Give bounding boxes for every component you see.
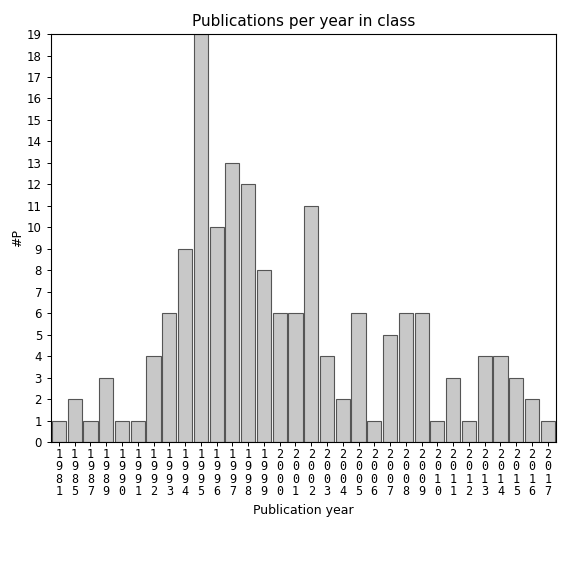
Bar [52, 421, 66, 442]
Bar [99, 378, 113, 442]
Bar [304, 206, 318, 442]
Bar [399, 314, 413, 442]
Bar [352, 314, 366, 442]
Bar [273, 314, 287, 442]
Bar [225, 163, 239, 442]
Bar [430, 421, 445, 442]
X-axis label: Publication year: Publication year [253, 504, 354, 517]
Bar [320, 356, 334, 442]
Bar [414, 314, 429, 442]
Y-axis label: #P: #P [11, 229, 24, 247]
Bar [194, 34, 208, 442]
Bar [541, 421, 555, 442]
Bar [477, 356, 492, 442]
Bar [383, 335, 397, 442]
Bar [130, 421, 145, 442]
Bar [115, 421, 129, 442]
Bar [210, 227, 224, 442]
Bar [509, 378, 523, 442]
Bar [493, 356, 507, 442]
Bar [367, 421, 382, 442]
Bar [446, 378, 460, 442]
Bar [241, 184, 255, 442]
Bar [67, 399, 82, 442]
Title: Publications per year in class: Publications per year in class [192, 14, 415, 29]
Bar [336, 399, 350, 442]
Bar [178, 249, 192, 442]
Bar [289, 314, 303, 442]
Bar [525, 399, 539, 442]
Bar [462, 421, 476, 442]
Bar [83, 421, 98, 442]
Bar [257, 270, 271, 442]
Bar [146, 356, 160, 442]
Bar [162, 314, 176, 442]
